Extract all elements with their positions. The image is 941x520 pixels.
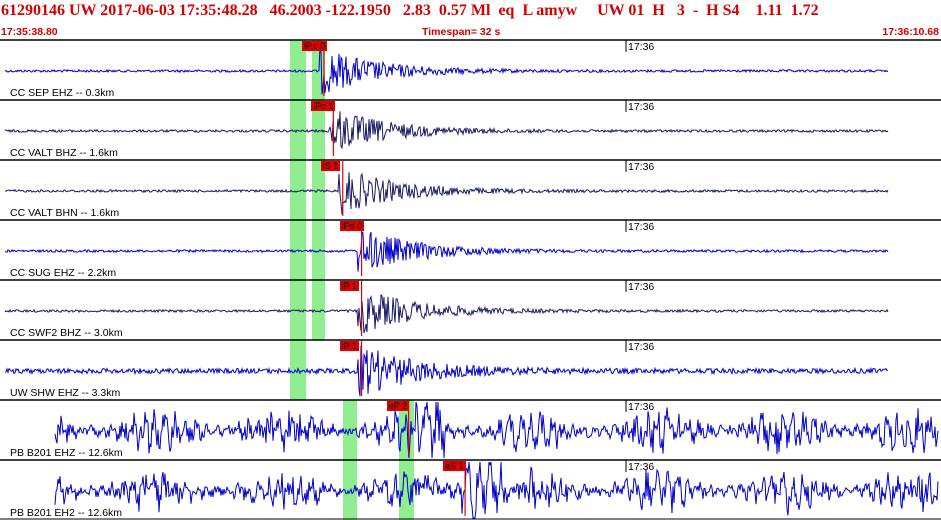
waveform-trace[interactable] (4, 345, 889, 397)
waveform-trace[interactable] (54, 461, 939, 519)
trace-station-label: PB B201 EH2 -- 12.6km (10, 507, 123, 519)
trace-station-label: CC SUG EHZ -- 2.2km (10, 267, 117, 279)
trace-station-label: CC SEP EHZ -- 0.3km (10, 87, 115, 99)
pick-phase-label[interactable]: iP 1 (339, 341, 359, 351)
end-time: 17:36:10.68 (882, 26, 939, 38)
pick-phase-label[interactable]: iP.c 0 (301, 41, 328, 51)
timespan: Timespan= 32 s (422, 26, 501, 38)
waveform-trace[interactable] (4, 45, 889, 95)
trace-time-label: 17:36 (628, 161, 655, 173)
pick-phase-label[interactable]: eS 1 (443, 461, 466, 471)
trace-time-label: 17:36 (628, 221, 655, 233)
trace-station-label: UW SHW EHZ -- 3.3km (10, 387, 121, 399)
trace-station-label: CC VALT BHN -- 1.6km (10, 207, 120, 219)
pick-phase-label[interactable]: iPc 1 (311, 101, 336, 111)
pick-phase-label[interactable]: eP 2 (386, 401, 409, 411)
trace-time-label: 17:36 (628, 101, 655, 113)
pick-phase-label[interactable]: iPd 0 (339, 221, 365, 231)
trace-station-label: PB B201 EHZ -- 12.6km (10, 447, 123, 459)
trace-station-label: CC SWF2 BHZ -- 3.0km (10, 327, 123, 339)
trace-time-label: 17:36 (628, 341, 655, 353)
pick-phase-label[interactable]: iP 1 (339, 281, 359, 291)
pick-phase-label[interactable]: iS 1 (320, 161, 341, 171)
trace-time-label: 17:36 (628, 41, 655, 53)
trace-time-label: 17:36 (628, 401, 655, 413)
event-header: 61290146 UW 2017-06-03 17:35:48.28 46.20… (0, 0, 941, 38)
waveform-trace[interactable] (5, 172, 889, 215)
waveform-trace[interactable] (4, 294, 889, 334)
trace-time-label: 17:36 (628, 461, 655, 473)
trace-time-label: 17:36 (628, 281, 655, 293)
waveform-trace[interactable] (5, 230, 889, 272)
start-time: 17:35:38.80 (1, 26, 58, 38)
trace-station-label: CC VALT BHZ -- 1.6km (10, 147, 118, 159)
waveform-trace[interactable] (54, 401, 939, 459)
event-summary: 61290146 UW 2017-06-03 17:35:48.28 46.20… (1, 2, 819, 19)
waveform-trace[interactable] (4, 111, 889, 150)
